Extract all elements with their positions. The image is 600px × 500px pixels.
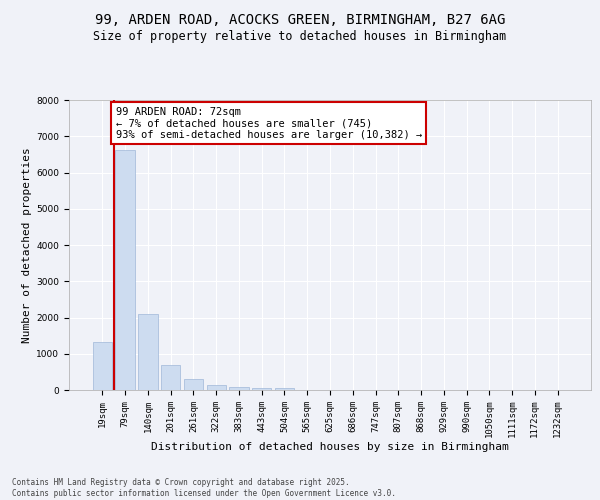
Bar: [275, 388, 294, 390]
X-axis label: Distribution of detached houses by size in Birmingham: Distribution of detached houses by size …: [151, 442, 509, 452]
Bar: [138, 314, 158, 390]
Bar: [252, 388, 271, 390]
Y-axis label: Number of detached properties: Number of detached properties: [22, 147, 32, 343]
Bar: [184, 379, 203, 390]
Bar: [161, 366, 181, 390]
Text: Size of property relative to detached houses in Birmingham: Size of property relative to detached ho…: [94, 30, 506, 43]
Bar: [93, 342, 112, 390]
Text: 99 ARDEN ROAD: 72sqm
← 7% of detached houses are smaller (745)
93% of semi-detac: 99 ARDEN ROAD: 72sqm ← 7% of detached ho…: [116, 106, 422, 140]
Text: 99, ARDEN ROAD, ACOCKS GREEN, BIRMINGHAM, B27 6AG: 99, ARDEN ROAD, ACOCKS GREEN, BIRMINGHAM…: [95, 12, 505, 26]
Bar: [115, 150, 135, 390]
Text: Contains HM Land Registry data © Crown copyright and database right 2025.
Contai: Contains HM Land Registry data © Crown c…: [12, 478, 396, 498]
Bar: [229, 387, 248, 390]
Bar: [206, 386, 226, 390]
